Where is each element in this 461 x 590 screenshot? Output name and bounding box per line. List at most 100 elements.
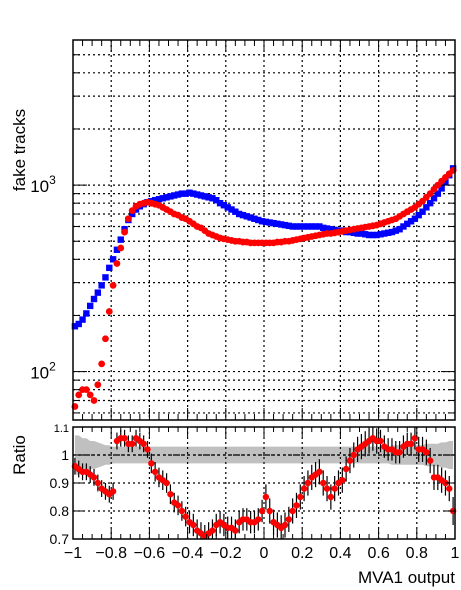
ratio-marker	[281, 521, 289, 529]
blue-marker	[94, 289, 102, 296]
blue-marker	[106, 264, 113, 272]
y-tick-label: 103	[30, 173, 56, 196]
blue-marker	[365, 231, 373, 239]
ratio-marker	[167, 491, 174, 498]
red-marker	[121, 228, 128, 236]
y-tick-label: 1	[61, 447, 69, 463]
ratio-marker	[262, 493, 270, 501]
ratio-marker	[109, 488, 117, 495]
blue-marker	[205, 194, 212, 201]
red-marker	[124, 215, 132, 223]
ratio-marker	[140, 440, 147, 447]
blue-marker	[350, 229, 357, 236]
blue-marker	[327, 226, 335, 233]
ratio-marker	[178, 507, 186, 515]
red-marker	[86, 391, 94, 399]
ratio-marker	[94, 479, 102, 487]
blue-marker	[316, 223, 323, 230]
ratio-marker	[90, 474, 98, 481]
blue-marker	[258, 218, 266, 225]
blue-marker	[209, 195, 216, 202]
ratio-marker	[151, 468, 159, 475]
blue-marker	[430, 195, 438, 202]
red-marker	[109, 281, 117, 289]
blue-marker	[159, 195, 166, 202]
blue-marker	[323, 225, 331, 232]
series-red	[71, 166, 457, 410]
ratio-marker	[331, 485, 338, 492]
ratio-marker	[289, 507, 296, 515]
red-marker	[105, 308, 113, 315]
ratio-marker	[339, 477, 346, 484]
ratio-marker	[232, 527, 239, 534]
series-blue	[71, 165, 457, 330]
blue-marker	[98, 282, 105, 289]
blue-marker	[255, 216, 262, 224]
ratio-marker	[446, 485, 453, 492]
ratio-marker	[258, 507, 266, 515]
ratio-marker	[255, 516, 262, 523]
red-marker	[98, 360, 106, 368]
x-tick-label: −0.8	[95, 545, 127, 562]
blue-marker	[300, 223, 308, 230]
ratio-marker	[121, 435, 128, 442]
blue-marker	[190, 190, 197, 197]
red-marker	[102, 335, 109, 343]
ratio-marker	[293, 502, 300, 509]
blue-marker	[163, 194, 170, 201]
blue-marker	[247, 214, 254, 221]
blue-marker	[239, 211, 247, 219]
blue-marker	[312, 223, 319, 230]
blue-marker	[216, 199, 224, 207]
blue-marker	[151, 196, 159, 204]
y-tick-label: 0.7	[50, 531, 70, 547]
blue-marker	[201, 193, 208, 200]
blue-marker	[197, 192, 205, 199]
blue-marker	[86, 302, 94, 310]
blue-marker	[251, 215, 258, 222]
blue-marker	[266, 219, 273, 226]
ratio-marker	[320, 479, 327, 487]
ratio-marker	[148, 460, 155, 467]
red-marker	[75, 391, 83, 399]
main-y-tick-labels: 102 103	[30, 173, 56, 382]
blue-marker	[384, 229, 392, 236]
blue-marker	[308, 223, 315, 230]
main-axis-ticks	[72, 40, 456, 420]
blue-marker	[182, 190, 189, 197]
blue-marker	[277, 221, 285, 228]
ratio-points	[71, 427, 457, 540]
x-axis-label: MVA1 output	[358, 568, 455, 587]
blue-marker	[377, 231, 384, 238]
blue-marker	[407, 218, 415, 225]
blue-marker	[228, 206, 235, 213]
ratio-panel: 0.7 0.8 0.9 1 1.1 −1 −0.8 −0.6 −0.4 −0.2 0 0.2 0.4 0…	[10, 423, 460, 587]
ratio-marker	[174, 502, 182, 509]
blue-marker	[354, 230, 361, 237]
blue-marker	[434, 190, 442, 197]
y-tick-label: 0.8	[50, 503, 70, 519]
blue-marker	[396, 226, 403, 233]
blue-marker	[102, 274, 109, 281]
y-tick-label: 102	[30, 360, 56, 383]
blue-marker	[243, 213, 251, 220]
red-marker	[82, 386, 90, 394]
blue-marker	[442, 178, 449, 186]
ratio-marker	[423, 449, 430, 456]
red-marker	[426, 190, 434, 198]
red-marker	[117, 244, 125, 252]
ratio-marker	[377, 437, 384, 445]
blue-marker	[289, 223, 296, 230]
blue-marker	[419, 208, 426, 215]
x-tick-label: 0	[260, 545, 269, 562]
red-marker	[94, 381, 102, 389]
x-tick-labels: −1 −0.8 −0.6 −0.4 −0.2 0 0.2 0.4 0.6 0.8 1	[64, 545, 460, 562]
blue-marker	[369, 231, 377, 239]
blue-marker	[71, 323, 79, 330]
ratio-marker	[285, 516, 293, 523]
blue-marker	[388, 228, 396, 236]
main-panel: 102 103 fake tracks	[10, 39, 457, 421]
blue-marker	[193, 191, 201, 198]
ratio-marker	[407, 440, 415, 447]
